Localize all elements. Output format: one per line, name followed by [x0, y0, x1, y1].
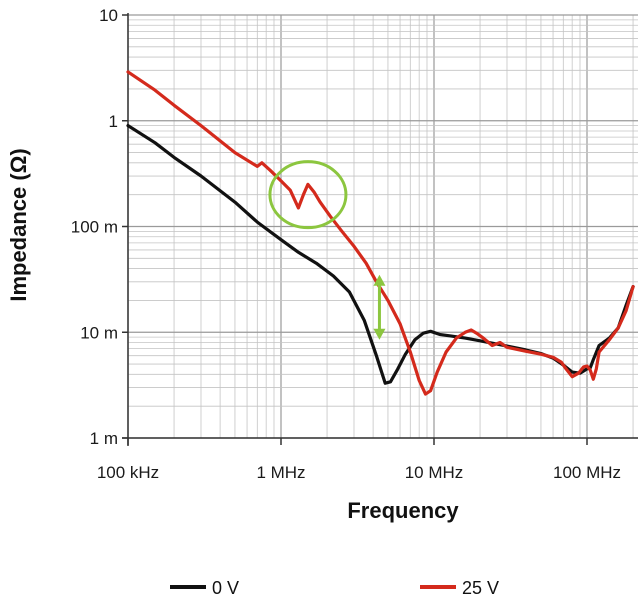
series-line-0v — [126, 123, 635, 385]
legend: 0 V 25 V — [170, 578, 499, 598]
chart-tick-labels: 100 kHz 1 MHz 10 MHz 100 MHz 1 m 10 m 100 m 1 10 — [71, 6, 621, 482]
y-tick-label: 1 m — [90, 429, 118, 448]
delta-arrow-head-up — [373, 274, 386, 286]
x-axis-title: Frequency — [347, 498, 459, 523]
x-tick-label: 100 MHz — [553, 463, 621, 482]
chart-annotations — [268, 160, 386, 340]
chart-series — [126, 70, 635, 396]
y-axis-title: Impedance (Ω) — [6, 148, 31, 301]
series-line-25v — [126, 70, 635, 396]
delta-arrow-head-down — [373, 328, 386, 340]
chart-grid — [127, 14, 638, 439]
y-tick-label: 10 m — [80, 323, 118, 342]
y-tick-label: 1 — [109, 112, 118, 131]
legend-label-0v: 0 V — [212, 578, 239, 598]
x-tick-label: 1 MHz — [256, 463, 305, 482]
y-tick-label: 10 — [99, 6, 118, 25]
legend-label-25v: 25 V — [462, 578, 499, 598]
x-tick-label: 100 kHz — [97, 463, 159, 482]
x-tick-label: 10 MHz — [405, 463, 464, 482]
y-tick-label: 100 m — [71, 218, 118, 237]
highlight-ellipse — [268, 160, 348, 230]
chart-axes — [122, 13, 638, 446]
